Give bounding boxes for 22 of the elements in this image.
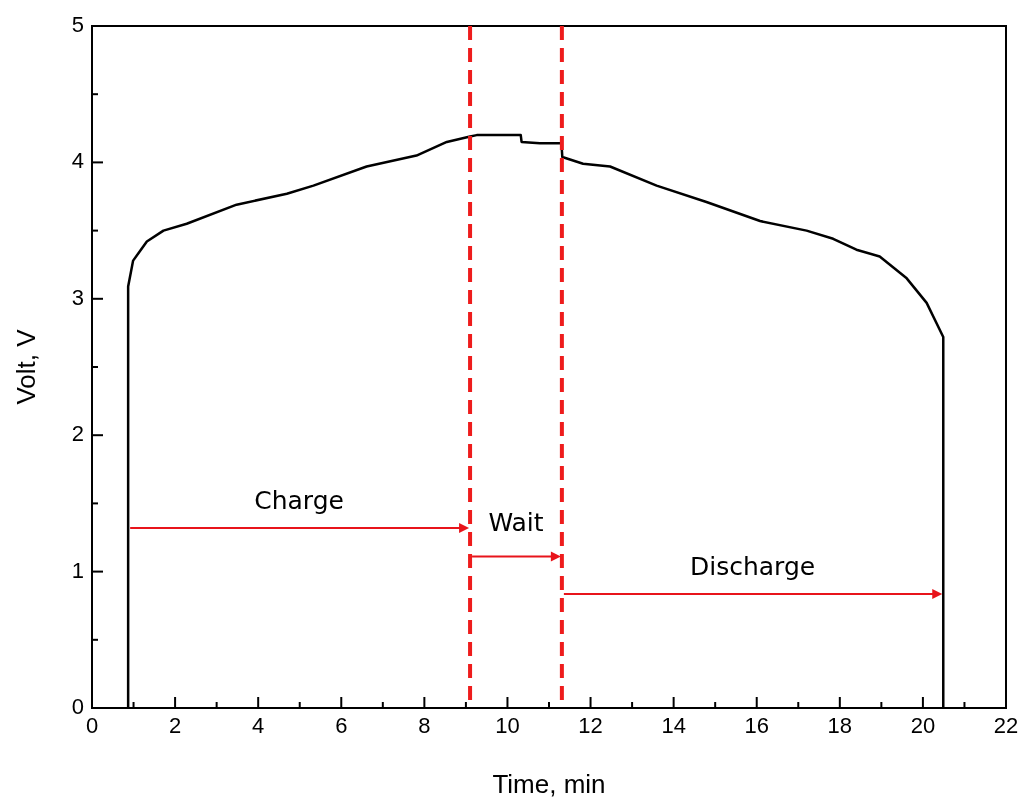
annotation: Wait: [488, 508, 544, 538]
x-tick-label: 14: [661, 713, 686, 739]
y-tick-label: 2: [71, 421, 84, 447]
x-tick-label: 18: [827, 713, 853, 739]
annotation: Charge: [254, 485, 344, 515]
x-tick-label: 4: [252, 713, 265, 739]
y-axis-title: Volt, V: [10, 328, 41, 405]
x-tick-label: 16: [744, 713, 769, 739]
y-tick-label: 5: [71, 12, 84, 38]
y-tick-label: 3: [71, 284, 84, 310]
y-tick-label: 1: [71, 557, 84, 583]
x-tick-label: 12: [578, 713, 603, 739]
x-tick-label: 8: [418, 713, 431, 739]
x-tick-label: 6: [335, 713, 348, 739]
x-tick-label: 10: [495, 713, 520, 739]
x-tick-label: 20: [910, 713, 936, 739]
annotation: Discharge: [689, 551, 816, 581]
x-tick-label: 22: [993, 713, 1019, 739]
x-tick-label: 2: [168, 713, 182, 739]
y-tick-label: 4: [71, 148, 84, 174]
x-axis-title: Time, min: [492, 768, 606, 799]
y-tick-label: 0: [71, 694, 84, 720]
